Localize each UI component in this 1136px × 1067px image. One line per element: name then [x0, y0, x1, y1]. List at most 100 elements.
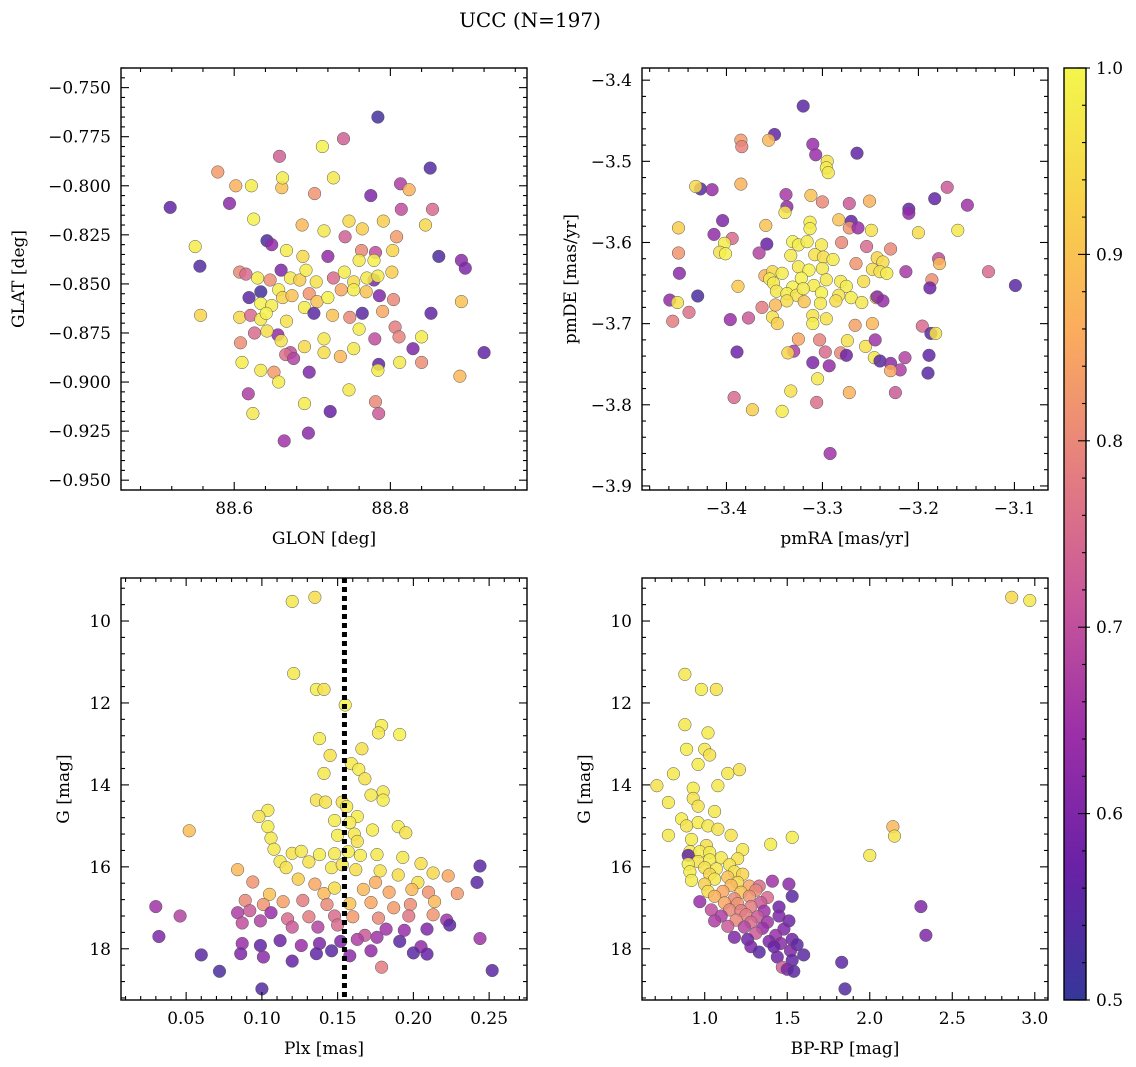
data-point — [368, 332, 382, 346]
data-point — [453, 369, 467, 383]
data-point — [680, 819, 694, 833]
data-point — [364, 895, 378, 910]
y-tick-label: 14 — [89, 776, 111, 796]
data-point — [485, 963, 499, 978]
data-point — [822, 359, 836, 373]
data-point — [860, 239, 874, 254]
data-point — [264, 906, 278, 920]
data-point — [800, 235, 814, 249]
data-point — [312, 732, 327, 746]
data-point — [308, 187, 322, 201]
data-point — [287, 666, 301, 681]
data-point — [299, 263, 313, 277]
data-point — [387, 901, 401, 915]
data-point — [778, 205, 792, 220]
data-point — [842, 196, 856, 211]
data-point — [782, 877, 796, 891]
data-point — [806, 356, 820, 370]
data-point — [780, 294, 794, 308]
x-tick-label: −3.4 — [706, 499, 747, 519]
data-point — [371, 363, 385, 377]
data-point — [870, 290, 884, 304]
data-point — [211, 165, 225, 179]
data-point — [770, 317, 784, 331]
panel-plx: 0.05 0.10 0.15 0.20 0.25 10 12 14 16 18 Plx [mas] G… — [54, 577, 528, 1059]
x-tick-label: 3.0 — [1021, 1009, 1048, 1029]
y-tick-label: −3.6 — [591, 233, 632, 253]
data-point — [259, 306, 273, 320]
data-point — [247, 326, 262, 340]
y-tick-label: −3.8 — [591, 396, 632, 416]
data-point — [261, 803, 275, 817]
data-point — [940, 180, 954, 194]
data-point — [678, 718, 692, 732]
data-point — [765, 874, 779, 888]
data-point — [708, 889, 722, 903]
scatter-points — [149, 590, 499, 996]
data-point — [393, 355, 407, 369]
data-point — [397, 923, 411, 937]
data-point — [458, 261, 472, 275]
data-point — [149, 900, 163, 914]
data-point — [355, 306, 369, 320]
data-point — [251, 271, 265, 285]
colorbar-tick-label: 0.7 — [1096, 618, 1123, 638]
data-point — [350, 932, 364, 946]
data-point — [838, 982, 852, 996]
data-point — [393, 934, 407, 948]
data-point — [450, 886, 464, 901]
scatter-points — [163, 110, 491, 448]
y-tick-label: 18 — [610, 940, 632, 960]
x-tick-label: 0.05 — [167, 1009, 205, 1029]
data-point — [372, 289, 386, 303]
data-point — [336, 132, 351, 146]
data-point — [326, 308, 340, 322]
y-tick-label: 14 — [610, 776, 632, 796]
figure-title: UCC (N=197) — [459, 8, 601, 32]
data-point — [414, 857, 428, 871]
data-point — [842, 386, 856, 400]
data-point — [454, 295, 468, 309]
data-point — [716, 214, 730, 228]
data-point — [661, 828, 675, 842]
data-point — [810, 395, 824, 409]
data-point — [423, 161, 437, 175]
y-tick-label: 18 — [89, 940, 111, 960]
data-point — [173, 909, 187, 923]
data-point — [347, 342, 361, 356]
data-point — [689, 179, 703, 194]
data-point — [279, 861, 293, 875]
data-point — [671, 221, 686, 235]
data-point — [428, 895, 442, 909]
data-point — [691, 289, 705, 303]
data-point — [291, 872, 305, 886]
data-point — [915, 319, 929, 333]
y-tick-label: −0.875 — [48, 324, 111, 344]
data-point — [902, 206, 916, 220]
data-point — [711, 779, 725, 793]
data-point — [473, 931, 487, 946]
data-point — [326, 271, 340, 285]
data-point — [346, 910, 360, 924]
data-point — [682, 305, 696, 319]
data-point — [670, 295, 685, 310]
data-point — [884, 242, 898, 256]
data-point — [285, 289, 299, 303]
data-point — [734, 177, 748, 191]
data-point — [285, 920, 299, 934]
data-point — [415, 330, 429, 344]
y-tick-label: −3.9 — [591, 477, 632, 497]
colorbar-tick-label: 0.6 — [1096, 805, 1123, 825]
data-point — [285, 594, 299, 608]
x-tick-label: 88.6 — [215, 499, 253, 519]
x-tick-label: −3.2 — [898, 499, 939, 519]
data-point — [272, 375, 286, 389]
data-point — [815, 195, 829, 209]
data-point — [372, 406, 386, 421]
data-point — [921, 366, 935, 380]
data-point — [309, 275, 323, 289]
data-point — [256, 897, 270, 912]
data-point — [229, 179, 243, 193]
data-point — [848, 318, 862, 332]
data-point — [724, 828, 738, 842]
